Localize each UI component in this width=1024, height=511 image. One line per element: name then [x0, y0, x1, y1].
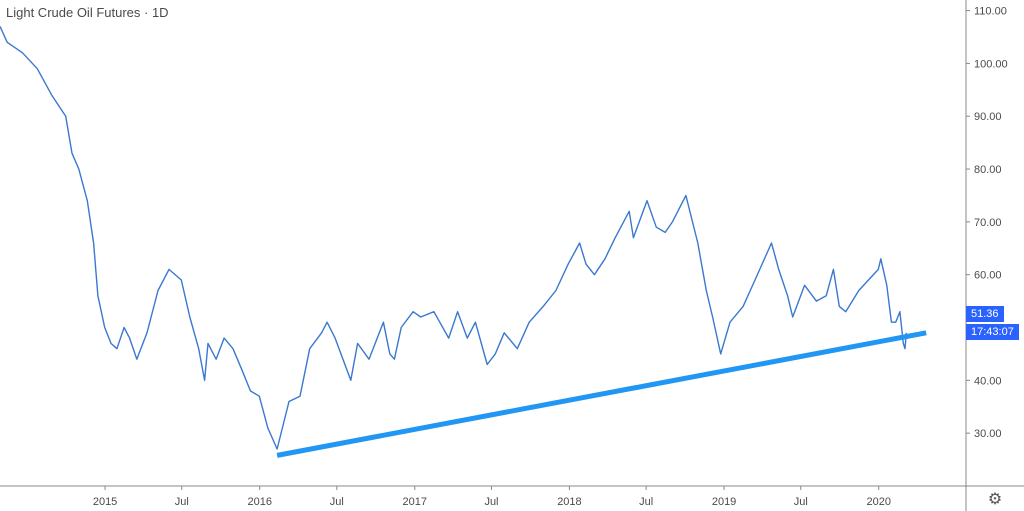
- y-tick-label: 60.00: [974, 270, 1002, 282]
- y-tick-label: 100.00: [974, 58, 1008, 70]
- gear-icon[interactable]: ⚙: [987, 489, 1003, 508]
- x-tick-label: Jul: [794, 496, 808, 508]
- x-tick-label: Jul: [175, 496, 189, 508]
- x-tick-label: 2018: [557, 496, 581, 508]
- y-tick-label: 110.00: [974, 6, 1007, 18]
- y-tick-label: 90.00: [974, 111, 1002, 123]
- x-tick-label: 2016: [247, 496, 271, 508]
- price-series-line[interactable]: [0, 26, 907, 450]
- bar-countdown-badge: 17:43:07: [966, 323, 1019, 340]
- trendline[interactable]: [276, 330, 927, 458]
- y-tick-label: 80.00: [974, 164, 1002, 176]
- x-tick-label: Jul: [330, 496, 344, 508]
- y-tick-label: 40.00: [974, 375, 1002, 387]
- x-tick-label: 2019: [712, 496, 736, 508]
- chart-title: Light Crude Oil Futures · 1D: [6, 5, 169, 20]
- x-tick-label: 2017: [403, 496, 427, 508]
- y-tick-label: 30.00: [974, 428, 1002, 440]
- x-tick-label: 2020: [866, 496, 890, 508]
- y-tick-label: 70.00: [974, 217, 1002, 229]
- x-tick-label: 2015: [93, 496, 117, 508]
- last-price-badge: 51.36: [966, 305, 1004, 322]
- x-tick-label: Jul: [484, 496, 498, 508]
- x-tick-label: Jul: [639, 496, 653, 508]
